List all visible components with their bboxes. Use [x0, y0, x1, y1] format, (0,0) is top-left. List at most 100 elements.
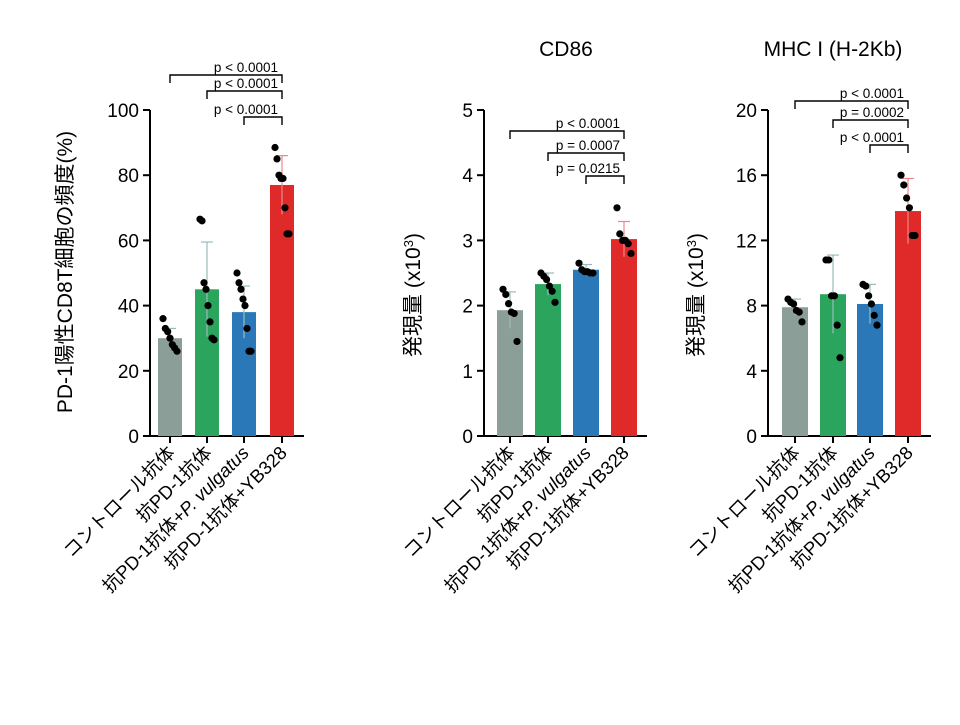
x-tick-label: 抗PD-1抗体+P. vulgatus: [724, 442, 879, 597]
chart-title: CD86: [539, 38, 593, 61]
data-point: [247, 347, 255, 355]
data-point: [198, 217, 206, 225]
y-axis-label: PD-1陽性CD8T細胞の頻度(%): [54, 131, 77, 413]
y-tick-label: 5: [462, 101, 473, 122]
y-tick-label: 0: [746, 427, 757, 448]
significance-label: p = 0.0007: [556, 138, 620, 153]
data-point: [505, 300, 513, 308]
data-point: [510, 309, 518, 318]
data-point: [865, 292, 873, 300]
y-tick-label: 8: [746, 297, 757, 318]
data-point: [836, 354, 844, 362]
data-point: [210, 336, 218, 344]
y-tick-label: 20: [736, 101, 757, 122]
y-tick-label: 16: [736, 166, 757, 187]
y-tick-label: 2: [462, 297, 473, 318]
y-tick-label: 3: [462, 231, 473, 252]
significance-bracket: [869, 144, 909, 153]
data-point: [551, 298, 559, 306]
data-point: [613, 204, 621, 212]
y-tick-label: 80: [118, 166, 139, 187]
significance-bracket: [509, 130, 625, 139]
data-point: [867, 300, 876, 308]
data-point: [239, 295, 247, 303]
data-point: [243, 324, 251, 333]
data-point: [271, 143, 279, 152]
bar-4: [895, 211, 921, 436]
chart-title: MHC I (H-2Kb): [764, 38, 903, 61]
data-point: [513, 337, 521, 346]
bar-4: [611, 239, 637, 436]
data-point: [548, 287, 556, 295]
data-point: [873, 321, 881, 329]
significance-bracket: [243, 116, 283, 125]
significance-bracket: [585, 175, 625, 184]
data-point: [200, 279, 208, 287]
significance-label: p < 0.0001: [556, 116, 620, 131]
y-tick-label: 40: [118, 297, 139, 318]
data-point: [589, 269, 597, 277]
data-point: [905, 204, 914, 212]
significance-label: p = 0.0215: [556, 161, 620, 176]
y-tick-label: 12: [736, 231, 757, 252]
data-point: [543, 275, 551, 284]
data-point: [862, 282, 870, 290]
data-point: [897, 171, 905, 179]
data-point: [900, 181, 908, 189]
data-point: [830, 292, 839, 300]
bar-3: [573, 269, 599, 436]
data-point: [575, 259, 583, 267]
data-point: [911, 231, 919, 240]
data-point: [233, 269, 241, 277]
data-point: [833, 321, 841, 329]
significance-bracket: [169, 74, 283, 83]
data-point: [285, 230, 293, 238]
chart-panel-1: PD-1陽性CD8T細胞の頻度(%)020406080100コントロール抗体抗P…: [54, 60, 304, 597]
data-point: [790, 300, 798, 308]
x-tick-label: 抗PD-1抗体+P. vulgatus: [98, 442, 253, 597]
data-point: [502, 290, 510, 299]
y-tick-label: 100: [107, 101, 139, 122]
significance-bracket: [547, 152, 625, 161]
significance-label: p = 0.0002: [840, 105, 904, 120]
y-axis-label: 発現量 (x103): [684, 233, 709, 357]
y-tick-label: 4: [746, 362, 757, 383]
data-point: [903, 194, 911, 202]
y-tick-label: 0: [128, 427, 139, 448]
data-point: [281, 204, 289, 212]
data-point: [159, 315, 167, 323]
y-tick-label: 1: [462, 362, 473, 383]
data-point: [241, 302, 249, 310]
data-point: [235, 279, 243, 287]
bar-2: [535, 284, 561, 436]
y-axis-label: 発現量 (x103): [401, 233, 426, 357]
significance-bracket: [206, 90, 283, 99]
bar-1: [497, 310, 523, 436]
data-point: [273, 155, 281, 163]
data-point: [798, 318, 806, 326]
data-point: [204, 302, 212, 310]
bar-4: [270, 184, 294, 436]
y-tick-label: 20: [118, 362, 139, 383]
significance-label: p < 0.0001: [214, 60, 278, 75]
y-tick-label: 0: [462, 427, 473, 448]
data-point: [206, 318, 214, 326]
y-tick-label: 4: [462, 166, 473, 187]
data-point: [164, 328, 172, 336]
significance-label: p < 0.0001: [840, 86, 904, 101]
significance-label: p < 0.0001: [214, 102, 278, 117]
data-point: [825, 256, 833, 264]
data-point: [627, 249, 635, 258]
data-point: [202, 285, 210, 293]
data-point: [166, 334, 174, 342]
data-point: [624, 240, 632, 248]
data-point: [870, 311, 878, 319]
data-point: [616, 230, 624, 238]
bar-1: [782, 307, 808, 436]
data-point: [173, 347, 181, 355]
data-point: [279, 174, 287, 183]
significance-bracket: [794, 100, 909, 109]
